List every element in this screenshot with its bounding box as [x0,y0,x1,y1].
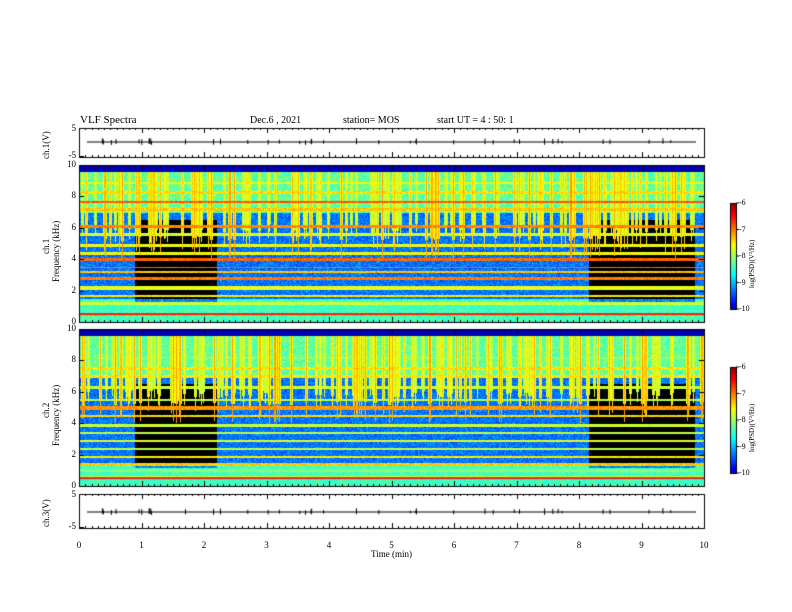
ch1-colorbar-tick: -7 [739,224,746,234]
start-ut-label: start UT = 4 : 50: 1 [437,115,514,126]
ch2-spec-label: ch.2 [41,402,51,418]
time-xtick: 7 [514,540,519,550]
time-xtick: 6 [451,540,457,550]
ch2-spec-ytick: 2 [71,448,77,459]
ch1-colorbar-tick: -8 [739,251,746,260]
ch3-wave-ytick: 5 [71,489,77,499]
ch2-colorbar-tick: -9 [739,441,746,451]
ch2-colorbar-tick: -8 [739,415,746,424]
ch1-spec-label: ch.1 [41,238,51,254]
ch2-colorbar-tick: -7 [739,388,746,398]
ch1-colorbar-tick: -6 [739,198,746,207]
ch1-wave-ylabel: ch.1(V) [41,130,51,159]
time-xtick: 5 [389,540,394,550]
station-label: station= MOS [343,115,400,126]
ch3-wave-ylabel: ch.3(V) [41,499,51,527]
ch1-colorbar-tick: -9 [739,277,746,287]
ch1-spec-ytick: 2 [71,284,77,295]
ch1-spec-ytick: 6 [71,221,77,232]
ch1-freq-axis-label: Frequency (kHz) [51,220,61,282]
ch2-spec-ytick: 8 [71,354,77,365]
time-axis-label: Time (min) [371,549,412,559]
ch1-spec-ytick: 10 [67,159,76,169]
ch1-spec-ytick: 4 [71,253,77,264]
ch1-wave-ytick: 5 [71,123,77,133]
ch2-spec-ytick: 0 [71,480,77,490]
time-xtick: 2 [201,540,207,550]
time-xtick: 10 [699,540,709,550]
ch3-wave-ytick: -5 [68,521,77,531]
time-xtick: 9 [639,540,644,550]
ch1-wave-ytick: -5 [68,150,77,160]
ch2-colorbar-label: log(PSD)(V²/Hz) [748,403,756,452]
ch2-colorbar-tick: -6 [739,362,746,371]
ch1-colorbar-tick: -10 [739,304,750,313]
ch1-spec-ytick: 0 [71,316,77,326]
ch1-spec-ytick: 8 [71,190,77,201]
ch2-colorbar-tick: -10 [739,468,750,477]
ch2-freq-axis-label: Frequency (kHz) [51,384,61,446]
time-xtick: 3 [264,540,269,550]
ch1-colorbar-label: log(PSD)(V²/Hz) [748,239,756,288]
time-xtick: 8 [576,540,582,550]
ch2-spec-ytick: 10 [67,323,76,333]
ch2-spec-ytick: 6 [71,385,77,396]
time-xtick: 0 [76,540,82,550]
time-xtick: 4 [326,540,332,550]
time-xtick: 1 [139,540,144,550]
figure-title: VLF Spectra [80,114,137,126]
date-label: Dec.6 , 2021 [250,115,302,126]
ch2-spec-ytick: 4 [71,417,77,428]
